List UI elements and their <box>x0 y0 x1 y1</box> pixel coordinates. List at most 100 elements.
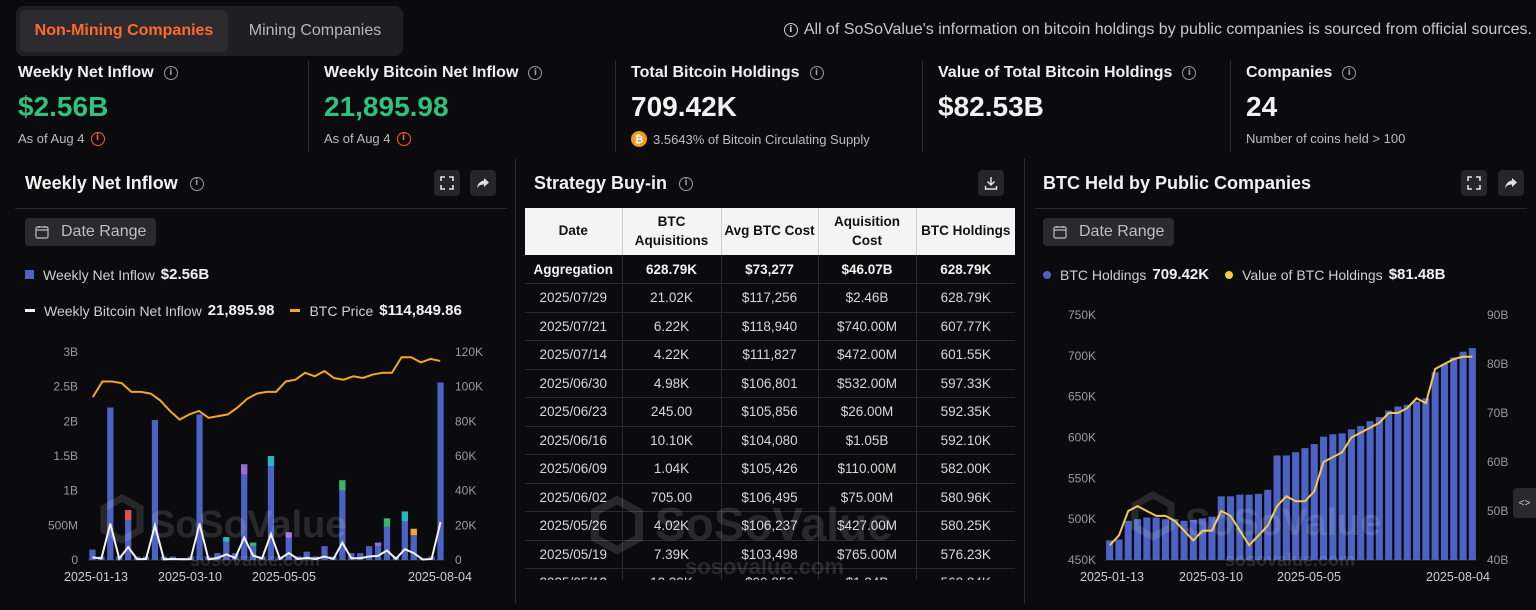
aggregation-row: Aggregation 628.79K $73,277 $46.07B 628.79K <box>525 255 1015 284</box>
table-cell: $75.00M <box>818 483 917 512</box>
bar <box>1254 493 1262 560</box>
table-cell: 2025/06/23 <box>525 397 623 427</box>
stat-sub: As of Aug 4 <box>324 131 391 146</box>
divider <box>515 158 516 604</box>
y-axis-left-tick: 2.5B <box>53 380 78 394</box>
y-axis-right-tick: 100K <box>455 380 483 394</box>
info-icon[interactable]: i <box>528 66 543 80</box>
table-cell: $106,801 <box>721 369 819 398</box>
bar <box>401 511 408 560</box>
btc-held-panel: BTC Held by Public Companies Date Range … <box>1025 158 1536 604</box>
download-button[interactable] <box>978 170 1004 196</box>
stat-value: 21,895.98 <box>324 91 449 122</box>
column-header: BTC Holdings <box>916 208 1015 255</box>
table-cell: 607.77K <box>916 312 1015 341</box>
watermark: SoSoValue sosovalue.com <box>1131 490 1381 570</box>
table-row: 2025/06/16 10.10K $104,080 $1.05B 592.10K <box>525 426 1015 455</box>
bar-segment <box>383 518 391 527</box>
divider <box>1035 208 1527 209</box>
table-cell: 580.96K <box>916 483 1015 512</box>
date-range-button[interactable]: Date Range <box>25 218 157 246</box>
date-range-label: Date Range <box>1079 223 1165 240</box>
x-axis-tick: 2025-01-13 <box>1080 570 1144 584</box>
side-panel-toggle[interactable]: <> <box>1513 488 1536 518</box>
stat-value: $2.56B <box>18 91 109 122</box>
tab-non-mining-companies[interactable]: Non-Mining Companies <box>20 10 228 52</box>
date-range-button[interactable]: Date Range <box>1043 218 1175 246</box>
legend-swatch <box>290 309 301 312</box>
alert-info-icon[interactable]: i <box>396 131 411 146</box>
bar <box>1422 398 1430 560</box>
info-icon[interactable]: i <box>163 66 178 80</box>
bar <box>1152 517 1160 560</box>
bar-segment <box>410 528 417 536</box>
bar <box>321 546 328 560</box>
legend-swatch <box>25 270 34 279</box>
x-axis-tick: 2025-05-05 <box>252 570 316 584</box>
table-cell: $427.00M <box>818 511 917 541</box>
legend-label[interactable]: BTC Price <box>309 302 374 319</box>
strategy-table: Date BTC Aquisitions Avg BTC Cost Aquisi… <box>525 208 1015 580</box>
legend-label[interactable]: BTC Holdings <box>1060 266 1147 283</box>
bar <box>1366 421 1374 560</box>
strategy-table-wrap[interactable]: Date BTC Aquisitions Avg BTC Cost Aquisi… <box>525 208 1015 580</box>
stat-value-of-total-bitcoin-holdings: Value of Total Bitcoin Holdings i $82.53B <box>922 60 1197 152</box>
table-cell: $472.00M <box>818 340 917 370</box>
y-axis-right-tick: 40B <box>1487 553 1508 567</box>
fullscreen-button[interactable] <box>434 170 460 196</box>
table-row: 2025/06/23 245.00 $105,856 $26.00M 592.35K <box>525 397 1015 427</box>
info-icon[interactable]: i <box>1342 66 1357 80</box>
table-cell: 4.22K <box>622 340 722 370</box>
info-icon[interactable]: i <box>1182 66 1197 80</box>
info-icon[interactable]: i <box>679 176 694 191</box>
y-axis-right-tick: 70B <box>1487 406 1508 420</box>
share-button[interactable] <box>470 170 496 196</box>
table-row: 2025/07/14 4.22K $111,827 $472.00M 601.55K <box>525 340 1015 370</box>
stat-weekly-bitcoin-net-inflow: Weekly Bitcoin Net Inflow i 21,895.98 As … <box>308 60 543 152</box>
divider <box>615 60 616 152</box>
x-axis-tick: 2025-08-04 <box>1426 570 1490 584</box>
table-cell: 582.00K <box>916 454 1015 484</box>
bar-segment <box>125 510 132 521</box>
y-axis-left-tick: 2B <box>63 414 78 428</box>
bar <box>1115 539 1123 560</box>
bitcoin-net-inflow-line <box>92 521 442 561</box>
y-axis-left-tick: 550K <box>1068 471 1096 485</box>
table-cell: $103,498 <box>721 540 819 569</box>
btc-held-chart[interactable]: 450K 500K 550K 600K 650K 700K 750K 40B 50B 60B 70B… <box>1025 300 1536 590</box>
y-axis-left-tick: 500M <box>48 518 78 532</box>
watermark-brand: SoSoValue <box>1185 502 1381 544</box>
share-button[interactable] <box>1498 170 1524 196</box>
table-cell: 2025/05/12 <box>525 568 623 580</box>
bar-segment <box>285 532 292 538</box>
table-cell: 2025/07/21 <box>525 312 623 341</box>
bar <box>1236 494 1244 560</box>
info-icon[interactable]: i <box>809 66 824 80</box>
table-cell: 245.00 <box>622 397 722 427</box>
table-cell: 4.02K <box>622 511 722 541</box>
legend-label[interactable]: Value of BTC Holdings <box>1242 266 1383 283</box>
stat-companies: Companies i 24 Number of coins held > 100 <box>1230 60 1406 152</box>
bar-segment <box>241 464 248 475</box>
legend-value: $81.48B <box>1388 266 1446 283</box>
btc-price-line <box>91 356 441 421</box>
calendar-icon <box>35 226 49 239</box>
stat-sub: Number of coins held > 100 <box>1246 131 1406 146</box>
fullscreen-button[interactable] <box>1461 170 1487 196</box>
table-cell: 2025/06/09 <box>525 454 623 484</box>
legend-label[interactable]: Weekly Bitcoin Net Inflow <box>44 302 202 319</box>
legend-value: 21,895.98 <box>207 302 275 319</box>
strategy-buy-in-panel: Strategy Buy-in i <box>516 158 1024 604</box>
weekly-net-inflow-chart[interactable]: 0 500M 1B 1.5B 2B 2.5B 3B 0 20K 40K 60K 80K 100K 120K… <box>0 340 515 590</box>
table-cell: $111,827 <box>721 340 819 370</box>
table-cell: $2.46B <box>818 283 917 313</box>
info-icon[interactable]: i <box>189 176 204 191</box>
tab-mining-companies[interactable]: Mining Companies <box>248 22 382 39</box>
table-cell: 2025/05/19 <box>525 540 623 569</box>
legend-label[interactable]: Weekly Net Inflow <box>43 266 155 283</box>
table-row: 2025/06/09 1.04K $105,426 $110.00M 582.00K <box>525 454 1015 484</box>
alert-info-icon[interactable]: i <box>90 131 105 146</box>
legend-value: $2.56B <box>160 266 210 283</box>
bar-segment <box>339 480 346 491</box>
bar <box>125 510 132 560</box>
